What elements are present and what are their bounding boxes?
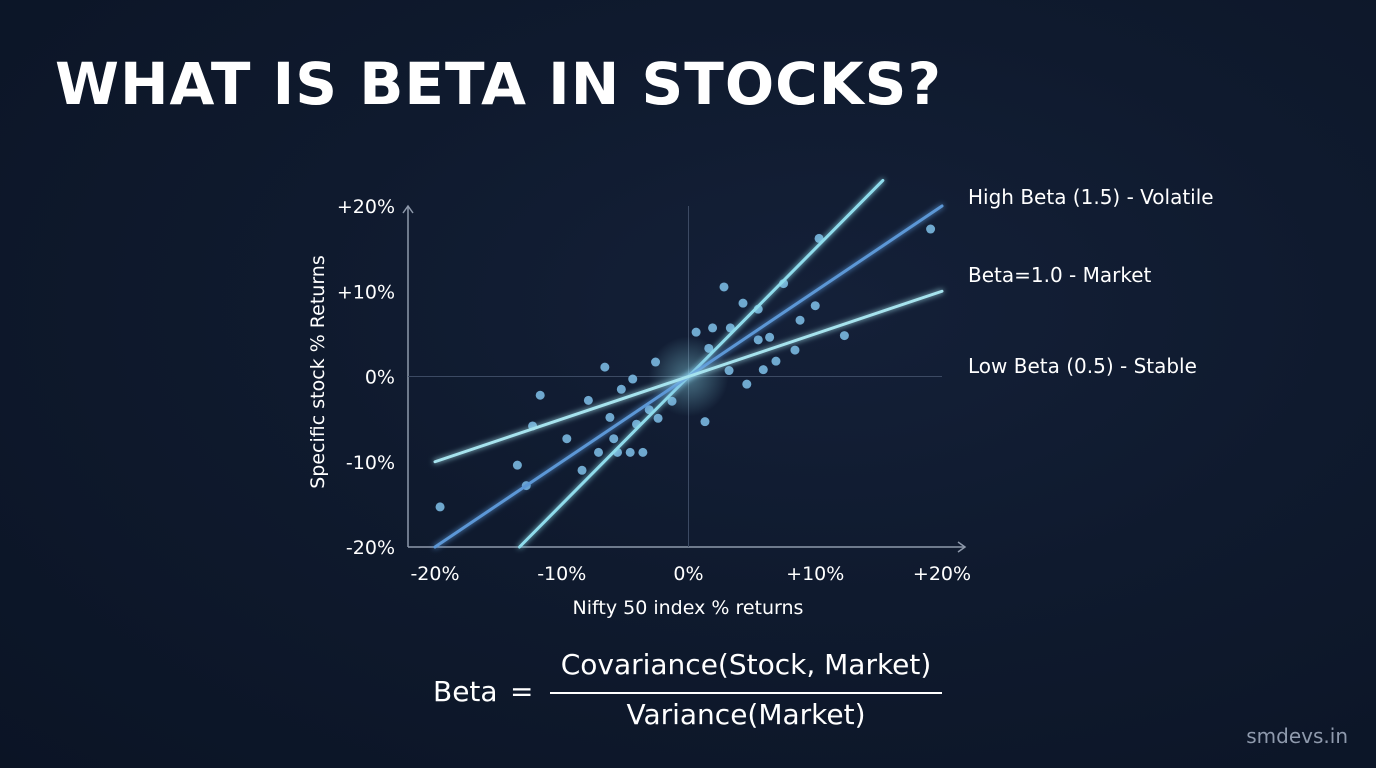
x-axis-label: Nifty 50 index % returns (573, 597, 804, 619)
data-point (512, 460, 522, 470)
data-point (651, 357, 661, 367)
data-point (790, 345, 800, 355)
y-axis-arrow (402, 204, 414, 214)
data-point (704, 343, 714, 353)
y-tick-label: +20% (337, 196, 395, 218)
formula-equals: = (510, 675, 534, 708)
data-point (926, 224, 936, 234)
data-point (839, 331, 849, 341)
x-tick-label: 0% (673, 563, 703, 585)
data-point (742, 379, 752, 389)
formula-lhs: Beta (433, 675, 498, 708)
data-point (625, 447, 635, 457)
data-point (628, 374, 638, 384)
data-point (719, 282, 729, 292)
x-tick-label: +10% (786, 563, 844, 585)
data-point (594, 447, 604, 457)
line-label: Low Beta (0.5) - Stable (968, 354, 1197, 378)
data-point (638, 447, 648, 457)
data-point (609, 434, 619, 444)
fraction-bar (550, 692, 942, 694)
y-axis-label: Specific stock % Returns (307, 255, 329, 489)
data-point (616, 384, 626, 394)
x-tick-label: -10% (537, 563, 586, 585)
y-tick-label: 0% (365, 367, 395, 389)
beta-scatter-chart: -20% -10% 0% +10% +20% +20% +10% 0% -10% -20% Nift… (307, 178, 1214, 619)
data-point (583, 395, 593, 405)
x-axis-arrow (957, 541, 967, 553)
data-point (758, 365, 768, 375)
beta-line (433, 289, 944, 464)
y-tick-label: -20% (346, 537, 395, 559)
data-point (700, 417, 710, 427)
x-tick-label: -20% (410, 563, 459, 585)
data-point (708, 323, 718, 333)
data-point (753, 335, 763, 345)
data-point (810, 301, 820, 311)
data-point (771, 356, 781, 366)
data-point (535, 390, 545, 400)
beta-line (518, 178, 885, 549)
y-tick-label: -10% (346, 452, 395, 474)
page-title: WHAT IS BETA IN STOCKS? (55, 50, 943, 118)
data-point (600, 362, 610, 372)
beta-formula: Beta = Covariance(Stock, Market) Varianc… (430, 648, 950, 738)
data-point (605, 412, 615, 422)
formula-denominator: Variance(Market) (626, 698, 866, 731)
data-point (724, 366, 734, 376)
data-point (795, 315, 805, 325)
data-point (653, 413, 663, 423)
data-point (738, 298, 748, 308)
data-point (667, 396, 677, 406)
data-point (765, 332, 775, 342)
watermark: smdevs.in (1246, 724, 1348, 748)
x-tick-label: +20% (913, 563, 971, 585)
y-tick-label: +10% (337, 281, 395, 303)
data-point (577, 465, 587, 475)
line-label: High Beta (1.5) - Volatile (968, 185, 1214, 209)
formula-numerator: Covariance(Stock, Market) (560, 648, 932, 681)
data-point (435, 502, 445, 512)
data-point (562, 434, 572, 444)
data-point (691, 327, 701, 337)
line-label: Beta=1.0 - Market (968, 263, 1152, 287)
